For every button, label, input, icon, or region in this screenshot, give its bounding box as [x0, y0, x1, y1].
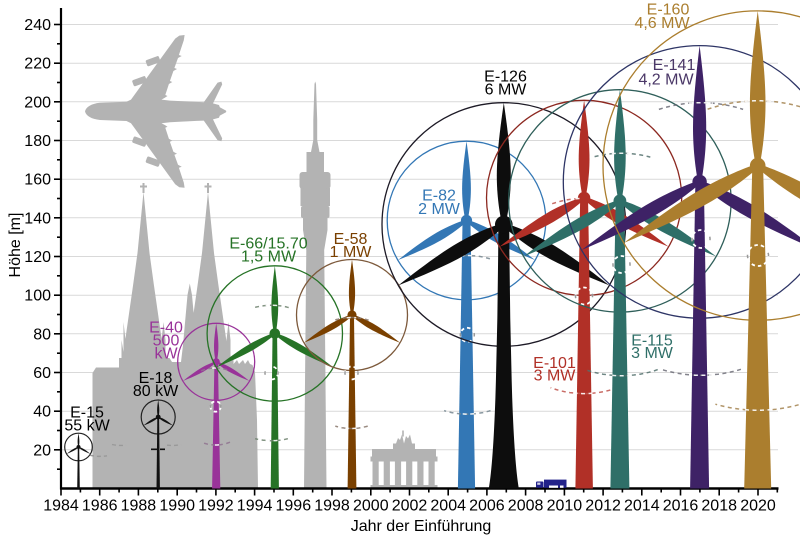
svg-text:1988: 1988: [121, 498, 157, 515]
svg-text:3 MW: 3 MW: [631, 345, 674, 362]
svg-text:80 kW: 80 kW: [133, 383, 179, 400]
svg-text:E-115: E-115: [631, 333, 673, 350]
svg-text:E-101: E-101: [533, 355, 576, 372]
svg-text:Höhe [m]: Höhe [m]: [7, 213, 24, 278]
svg-text:1994: 1994: [237, 498, 273, 515]
svg-text:E-18: E-18: [139, 370, 173, 387]
svg-text:2012: 2012: [585, 498, 621, 515]
svg-text:4,6 MW: 4,6 MW: [634, 15, 690, 32]
svg-text:200: 200: [24, 94, 51, 111]
svg-text:1,5 MW: 1,5 MW: [241, 249, 297, 266]
svg-text:1996: 1996: [276, 498, 312, 515]
svg-text:2020: 2020: [740, 498, 776, 515]
svg-text:1992: 1992: [198, 498, 234, 515]
svg-text:E-82: E-82: [422, 188, 456, 205]
svg-text:E-141: E-141: [653, 57, 696, 74]
svg-text:2004: 2004: [430, 498, 466, 515]
svg-text:E-15: E-15: [70, 405, 104, 422]
svg-text:4,2 MW: 4,2 MW: [638, 72, 694, 89]
svg-text:140: 140: [24, 210, 51, 227]
svg-text:55 kW: 55 kW: [64, 418, 110, 435]
svg-text:80: 80: [33, 326, 51, 343]
svg-text:120: 120: [24, 249, 51, 266]
svg-text:2002: 2002: [392, 498, 428, 515]
svg-text:2006: 2006: [469, 498, 505, 515]
svg-text:180: 180: [24, 133, 51, 150]
svg-text:1986: 1986: [82, 498, 118, 515]
svg-text:20: 20: [33, 442, 51, 459]
svg-text:100: 100: [24, 288, 51, 305]
svg-text:2014: 2014: [624, 498, 660, 515]
svg-text:kW: kW: [154, 346, 178, 363]
svg-text:6 MW: 6 MW: [485, 82, 528, 99]
svg-text:2018: 2018: [701, 498, 737, 515]
svg-text:2010: 2010: [547, 498, 583, 515]
svg-text:E-66/15.70: E-66/15.70: [229, 236, 307, 253]
svg-text:40: 40: [33, 404, 51, 421]
svg-text:1998: 1998: [314, 498, 350, 515]
svg-text:160: 160: [24, 172, 51, 189]
svg-text:3 MW: 3 MW: [534, 368, 577, 385]
svg-text:2016: 2016: [663, 498, 699, 515]
svg-text:240: 240: [24, 17, 51, 34]
svg-text:Jahr der Einführung: Jahr der Einführung: [351, 518, 492, 535]
svg-text:2000: 2000: [353, 498, 389, 515]
svg-text:1984: 1984: [43, 498, 79, 515]
svg-text:220: 220: [24, 56, 51, 73]
svg-text:1990: 1990: [159, 498, 195, 515]
svg-text:E-58: E-58: [334, 231, 368, 248]
svg-text:2 MW: 2 MW: [418, 201, 461, 218]
svg-text:2008: 2008: [508, 498, 544, 515]
svg-text:500: 500: [153, 333, 180, 350]
svg-text:E-126: E-126: [484, 69, 527, 86]
svg-text:1 MW: 1 MW: [330, 244, 373, 261]
svg-text:E-40: E-40: [149, 320, 183, 337]
svg-text:E-160: E-160: [647, 2, 690, 19]
svg-text:60: 60: [33, 365, 51, 382]
